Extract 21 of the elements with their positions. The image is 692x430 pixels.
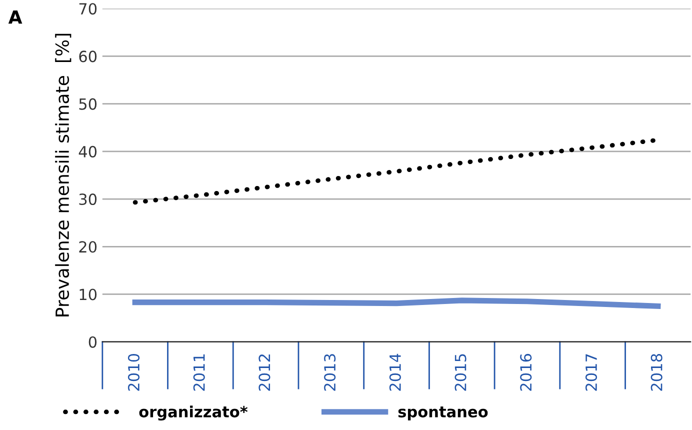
- y-tick-label: 50: [79, 98, 97, 110]
- y-tick-label: 70: [79, 3, 97, 15]
- x-tick-label: 2018: [650, 354, 662, 391]
- y-tick-label: 0: [88, 336, 97, 348]
- legend-label: organizzato*: [139, 406, 248, 421]
- x-tick-label: 2015: [454, 354, 466, 391]
- x-tick-label: 2013: [324, 354, 336, 391]
- text: A: [8, 10, 22, 24]
- y-tick-label: 60: [79, 50, 97, 62]
- x-tick-label: 2014: [389, 354, 401, 391]
- x-tick-label: 2016: [520, 354, 532, 391]
- y-tick-label: 40: [78, 146, 97, 158]
- y-tick-label: 30: [79, 193, 97, 206]
- y-axis-title: Prevalenze mensili stimate [%]: [55, 34, 72, 316]
- y-tick-label: 10: [80, 288, 97, 300]
- x-tick-label: 2017: [585, 354, 598, 391]
- x-tick-label: 2012: [258, 354, 270, 391]
- x-tick-label: 2011: [193, 354, 205, 391]
- legend-label: spontaneo: [398, 406, 488, 420]
- y-tick-label: 20: [79, 241, 97, 253]
- x-tick-label: 2010: [128, 354, 140, 391]
